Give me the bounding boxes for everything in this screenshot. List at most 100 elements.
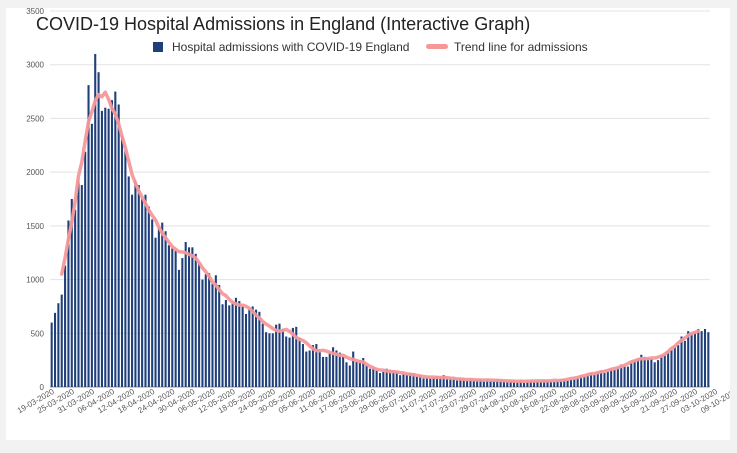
bar[interactable]	[80, 185, 83, 387]
bar[interactable]	[305, 351, 308, 387]
bar[interactable]	[208, 273, 211, 387]
bar[interactable]	[502, 380, 505, 387]
bar[interactable]	[241, 306, 244, 387]
bar[interactable]	[456, 379, 459, 387]
bar[interactable]	[586, 375, 589, 387]
bar[interactable]	[559, 379, 562, 387]
bar[interactable]	[563, 379, 566, 387]
bar[interactable]	[697, 328, 700, 387]
bar[interactable]	[278, 323, 281, 387]
bar[interactable]	[268, 333, 271, 387]
bar[interactable]	[154, 237, 157, 387]
bar[interactable]	[616, 367, 619, 387]
bar[interactable]	[281, 328, 284, 387]
bar[interactable]	[533, 381, 536, 387]
bar[interactable]	[57, 303, 60, 387]
bar[interactable]	[516, 381, 519, 387]
bar[interactable]	[395, 371, 398, 387]
bar[interactable]	[700, 331, 703, 387]
bar[interactable]	[499, 380, 502, 387]
bar[interactable]	[107, 108, 110, 387]
bar[interactable]	[593, 374, 596, 387]
bar[interactable]	[482, 380, 485, 387]
bar[interactable]	[546, 380, 549, 387]
bar[interactable]	[536, 380, 539, 387]
bar[interactable]	[556, 380, 559, 387]
bar[interactable]	[181, 258, 184, 387]
bar[interactable]	[265, 332, 268, 387]
bar[interactable]	[84, 151, 87, 387]
bar[interactable]	[110, 100, 114, 388]
bar[interactable]	[325, 356, 328, 387]
bar[interactable]	[352, 351, 355, 387]
bar[interactable]	[677, 345, 680, 387]
bar[interactable]	[412, 373, 415, 387]
bar[interactable]	[569, 379, 573, 387]
bar[interactable]	[687, 331, 690, 387]
bar[interactable]	[653, 362, 656, 387]
bar[interactable]	[228, 305, 231, 387]
bar[interactable]	[452, 378, 455, 387]
bar[interactable]	[60, 294, 63, 387]
bar[interactable]	[214, 275, 217, 387]
bar[interactable]	[188, 247, 191, 387]
bar[interactable]	[174, 250, 177, 387]
bar[interactable]	[234, 297, 237, 387]
bar[interactable]	[372, 367, 375, 387]
bar[interactable]	[529, 380, 532, 387]
bar[interactable]	[435, 376, 438, 387]
bar[interactable]	[466, 380, 469, 387]
bar[interactable]	[275, 324, 278, 387]
bar[interactable]	[295, 326, 298, 387]
bar[interactable]	[231, 302, 234, 387]
bar[interactable]	[385, 368, 388, 387]
bar[interactable]	[248, 308, 251, 387]
bar[interactable]	[177, 269, 181, 387]
bar[interactable]	[419, 375, 422, 387]
bar[interactable]	[603, 373, 606, 387]
bar[interactable]	[519, 380, 522, 387]
bar[interactable]	[184, 241, 187, 387]
bar[interactable]	[596, 371, 599, 387]
bar[interactable]	[338, 352, 341, 387]
bar[interactable]	[167, 245, 170, 387]
bar[interactable]	[244, 313, 248, 387]
bar[interactable]	[308, 350, 311, 387]
bar[interactable]	[610, 368, 613, 387]
bar[interactable]	[332, 347, 335, 387]
bar[interactable]	[670, 349, 673, 387]
bar[interactable]	[623, 365, 626, 387]
bar[interactable]	[626, 366, 629, 387]
bar[interactable]	[171, 248, 174, 387]
bar[interactable]	[707, 332, 710, 387]
bar[interactable]	[147, 206, 150, 387]
bar[interactable]	[365, 365, 368, 387]
bar[interactable]	[633, 360, 636, 387]
bar[interactable]	[251, 306, 254, 387]
bar[interactable]	[94, 53, 97, 387]
chart-svg[interactable]: 0 500 1000 1500 2000 2500 3000 3500 19-03-20202…	[6, 8, 730, 440]
bar[interactable]	[74, 209, 77, 387]
bar[interactable]	[378, 373, 382, 387]
bar[interactable]	[255, 309, 258, 387]
bar[interactable]	[221, 304, 224, 387]
bar[interactable]	[315, 344, 318, 387]
bar[interactable]	[291, 327, 294, 387]
bar[interactable]	[161, 222, 164, 387]
bar[interactable]	[114, 91, 117, 387]
bar[interactable]	[392, 370, 395, 387]
bar[interactable]	[201, 279, 204, 387]
bar[interactable]	[53, 312, 57, 387]
bar[interactable]	[439, 377, 442, 387]
bar[interactable]	[355, 361, 358, 387]
bar[interactable]	[375, 369, 378, 387]
bar[interactable]	[301, 344, 304, 387]
bar[interactable]	[218, 284, 221, 387]
bar[interactable]	[606, 370, 609, 387]
bar[interactable]	[399, 375, 402, 387]
bar[interactable]	[238, 301, 241, 387]
bar[interactable]	[422, 378, 425, 387]
bar[interactable]	[288, 337, 291, 387]
bar[interactable]	[573, 378, 576, 387]
bar[interactable]	[613, 369, 616, 387]
